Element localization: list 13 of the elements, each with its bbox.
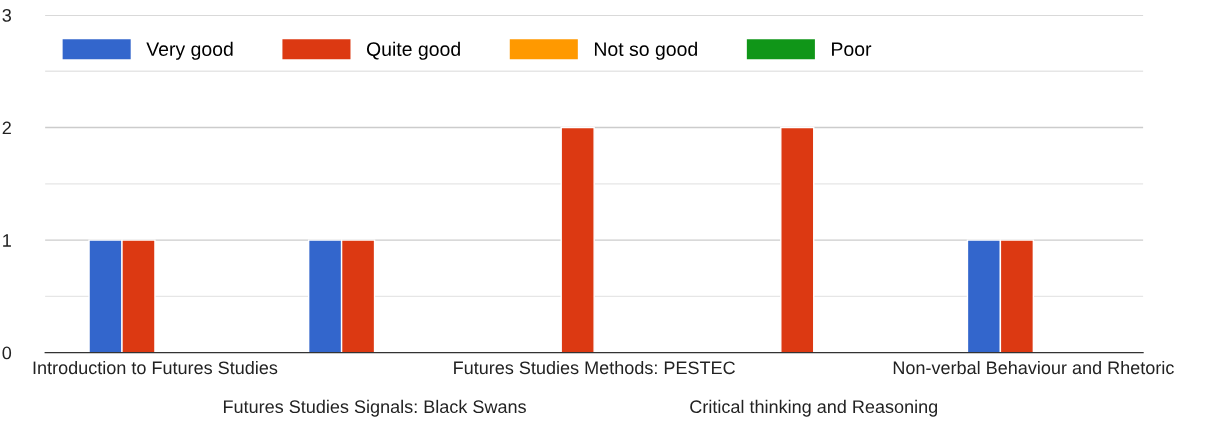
legend-label: Not so good [594, 41, 697, 60]
y-tick-label: 0 [2, 346, 12, 360]
x-tick-label: Non-verbal Behaviour and Rhetoric [893, 360, 1174, 375]
x-tick-label: Futures Studies Signals: Black Swans [223, 399, 526, 417]
legend-label: Quite good [366, 41, 460, 60]
x-tick-label: Critical thinking and Reasoning [690, 399, 938, 417]
legend-label: Poor [832, 42, 872, 57]
y-tick-label: 3 [2, 8, 12, 22]
x-tick-label: Introduction to Futures Studies [33, 360, 278, 375]
legend-label: Very good [146, 41, 233, 60]
y-tick-label: 1 [3, 234, 11, 247]
x-tick-label: Futures Studies Methods: PESTEC [454, 360, 735, 375]
y-tick-label: 2 [2, 121, 11, 135]
